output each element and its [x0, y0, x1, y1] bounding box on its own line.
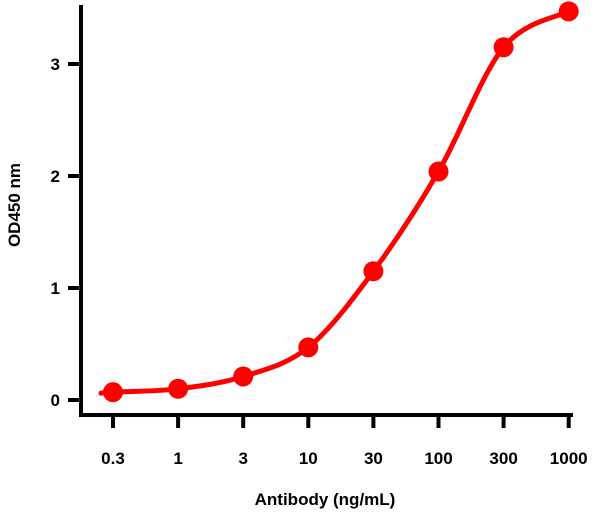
x-tick-label: 0.3 — [101, 449, 125, 468]
data-point — [428, 161, 449, 182]
x-tick-label: 100 — [424, 449, 452, 468]
y-tick-label: 2 — [51, 167, 60, 186]
data-point — [363, 261, 384, 282]
x-tick-label: 3 — [238, 449, 247, 468]
x-axis-label: Antibody (ng/mL) — [255, 490, 396, 509]
data-point — [103, 382, 123, 403]
y-axis-label: OD450 nm — [5, 163, 24, 247]
y-tick-label: 0 — [51, 391, 60, 410]
x-tick-label: 30 — [364, 449, 383, 468]
data-point — [558, 1, 579, 22]
x-tick-label: 300 — [489, 449, 517, 468]
x-tick-label: 10 — [299, 449, 318, 468]
fitted-curve — [98, 8, 572, 396]
axes — [79, 5, 573, 417]
y-tick-label: 3 — [51, 55, 60, 74]
data-point — [493, 37, 514, 58]
data-point — [168, 378, 189, 399]
data-point — [298, 337, 319, 358]
x-tick-label: 1000 — [550, 449, 588, 468]
data-point — [233, 366, 254, 387]
y-tick-label: 1 — [51, 279, 60, 298]
x-tick-label: 1 — [173, 449, 182, 468]
